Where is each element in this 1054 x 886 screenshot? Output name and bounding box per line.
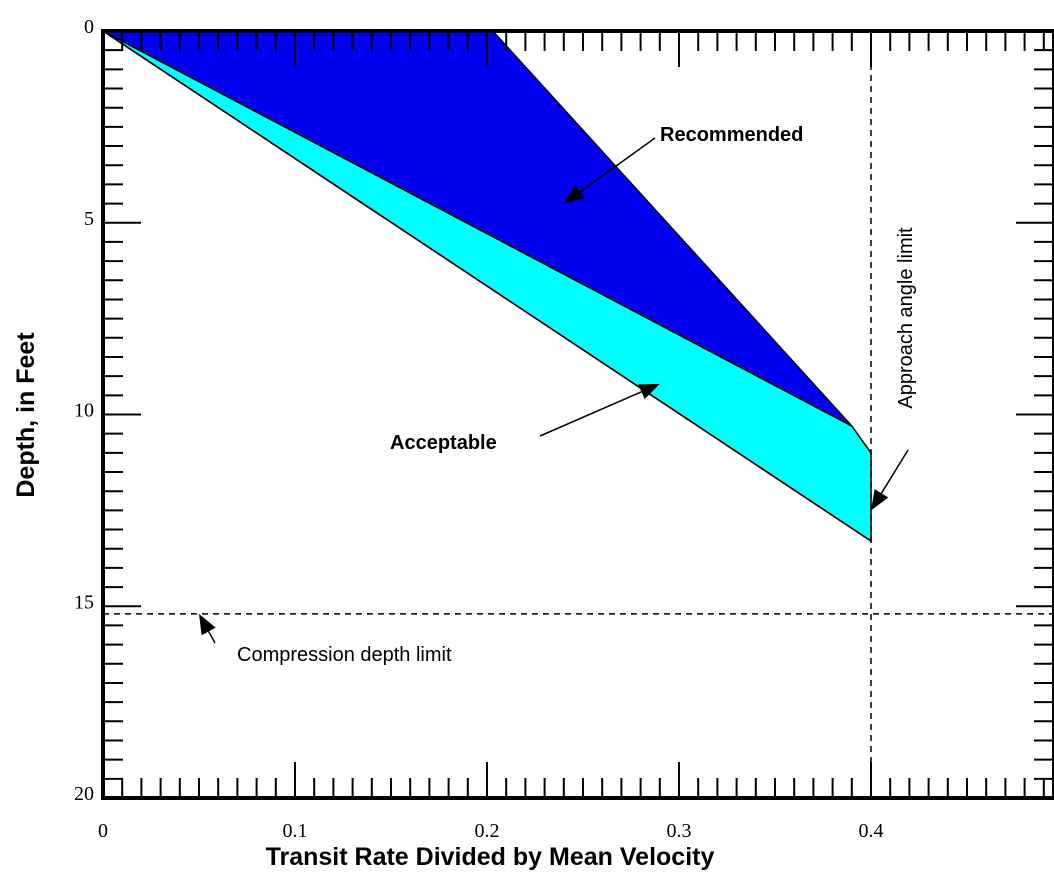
y-tick-label: 5 bbox=[84, 208, 94, 230]
recommended-arrow-head bbox=[563, 185, 585, 204]
y-tick-label: 10 bbox=[74, 400, 94, 422]
x-tick-label: 0 bbox=[98, 820, 108, 842]
plot-frame bbox=[101, 29, 1054, 800]
y-tick-label: 15 bbox=[74, 591, 94, 613]
approach-arrow-head bbox=[871, 489, 889, 511]
y-axis-title: Depth, in Feet bbox=[12, 332, 40, 498]
x-tick-label: 0.3 bbox=[667, 820, 692, 842]
compression-arrow-head bbox=[199, 613, 216, 636]
x-axis-title: Transit Rate Divided by Mean Velocity bbox=[266, 843, 715, 871]
regions-layer bbox=[102, 30, 872, 543]
ticks-layer bbox=[102, 30, 1054, 799]
annotations-layer: Recommended Acceptable Compression depth… bbox=[199, 124, 917, 666]
acceptable-label: Acceptable bbox=[390, 432, 497, 454]
recommended-arrow-shaft bbox=[579, 137, 656, 193]
y-tick-label: 20 bbox=[74, 783, 94, 805]
reference-lines-layer bbox=[103, 31, 1054, 798]
compression-arrow-shaft bbox=[207, 631, 216, 644]
acceptable-arrow-head bbox=[638, 383, 660, 400]
approach-angle-limit-label: Approach angle limit bbox=[895, 227, 917, 409]
y-tick-label: 0 bbox=[84, 16, 94, 38]
x-tick-label: 0.1 bbox=[283, 820, 308, 842]
approach-arrow-shaft bbox=[880, 449, 909, 494]
acceptable-arrow-shaft bbox=[539, 391, 642, 437]
x-tick-label: 0.4 bbox=[859, 820, 884, 842]
boundary-line-1 bbox=[102, 30, 872, 542]
compression-depth-limit-label: Compression depth limit bbox=[237, 644, 452, 666]
tick-labels-layer: 0 0.1 0.2 0.3 0.4 0 5 10 15 20 bbox=[74, 16, 884, 842]
boundary-line-0 bbox=[102, 30, 853, 427]
recommended-label: Recommended bbox=[660, 124, 803, 146]
x-tick-label: 0.2 bbox=[475, 820, 500, 842]
